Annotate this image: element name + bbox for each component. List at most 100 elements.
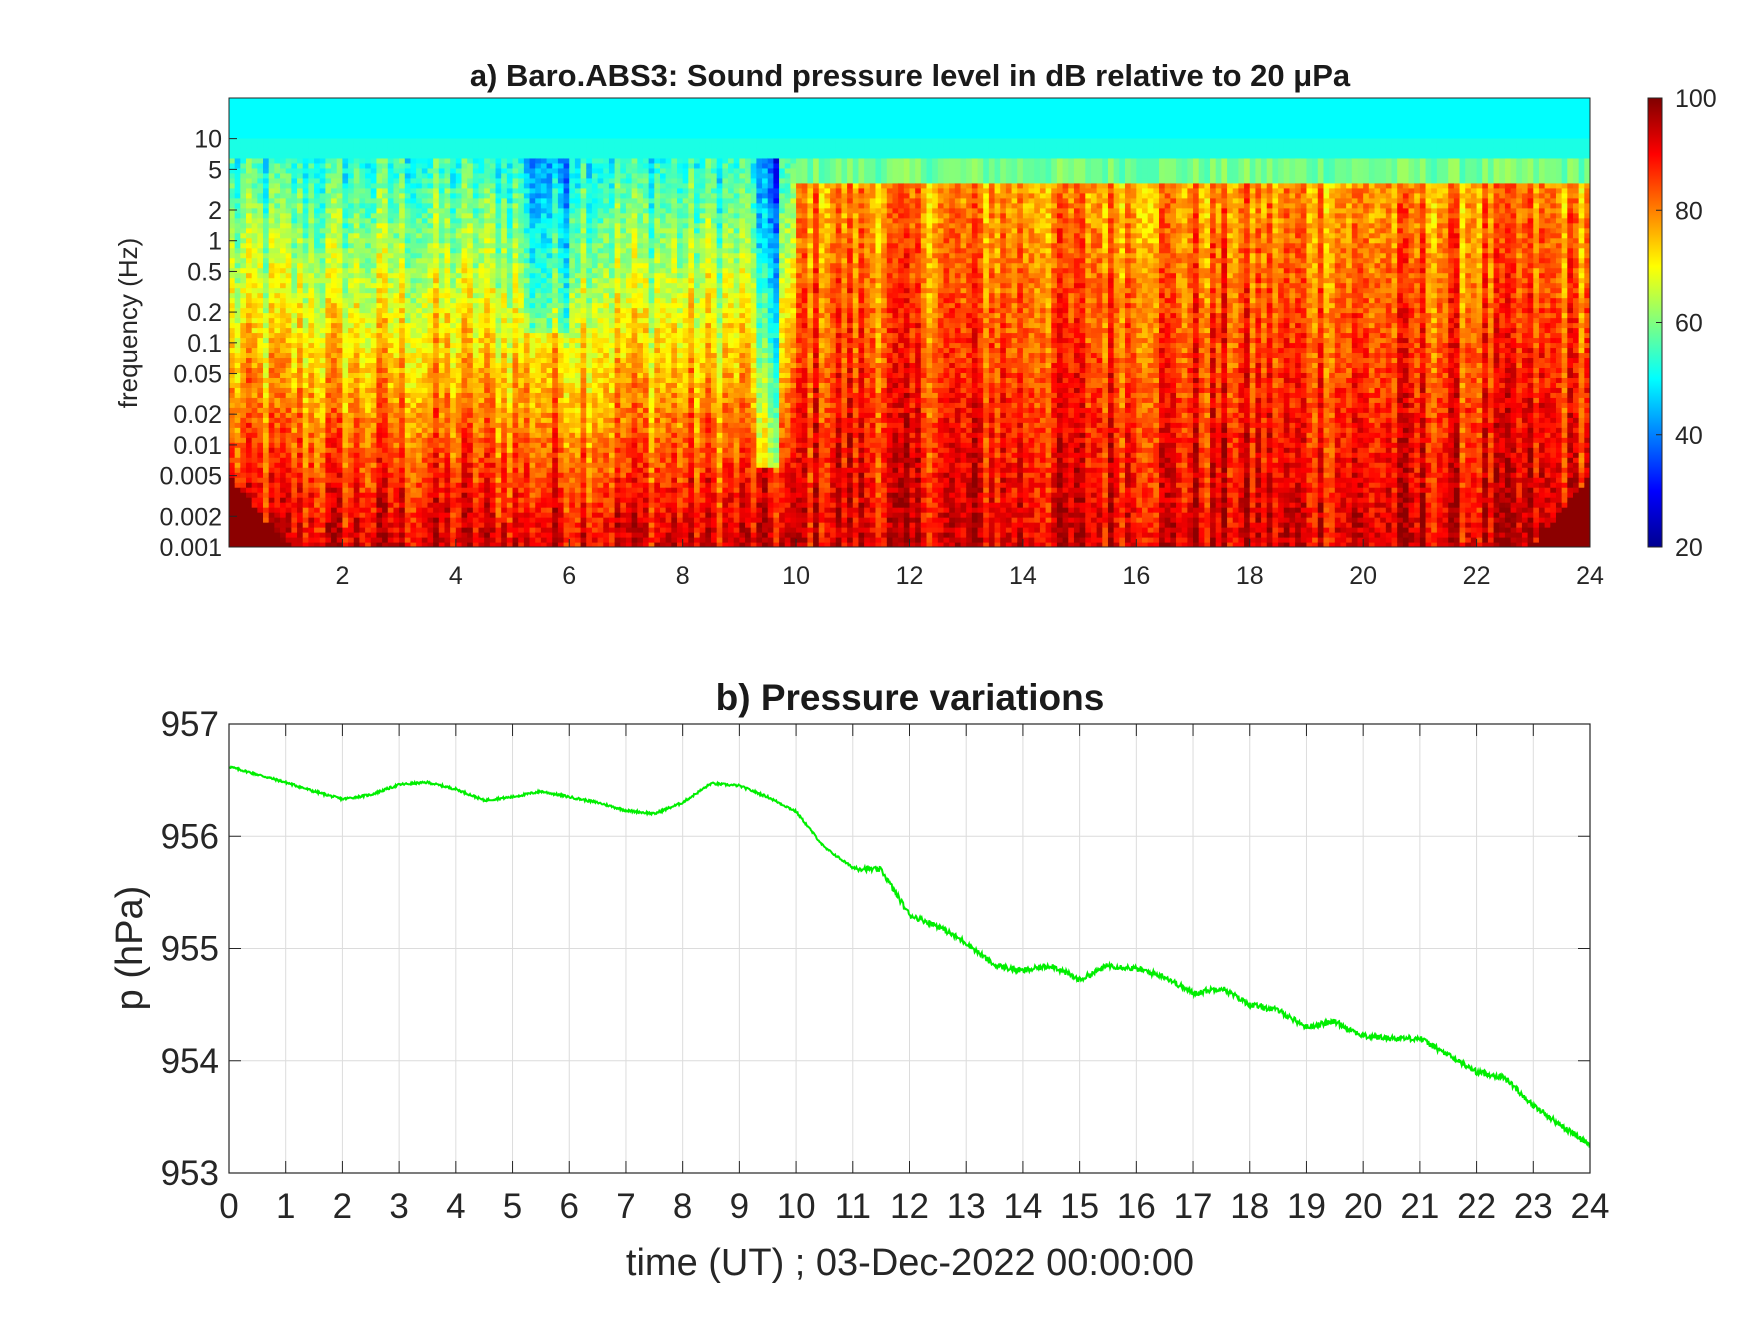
heatmap-cell	[473, 243, 479, 249]
heatmap-cell	[501, 337, 507, 343]
heatmap-cell	[376, 417, 382, 423]
heatmap-cell	[393, 293, 399, 299]
heatmap-cell	[308, 208, 314, 214]
heatmap-cell	[393, 527, 399, 533]
heatmap-cell	[291, 128, 297, 134]
heatmap-cell	[410, 158, 416, 164]
heatmap-cell	[388, 367, 394, 373]
heatmap-cell	[274, 213, 280, 219]
heatmap-cell	[325, 452, 331, 458]
heatmap-cell	[513, 457, 519, 463]
heatmap-cell	[274, 183, 280, 189]
heatmap-cell	[337, 103, 343, 109]
heatmap-cell	[325, 457, 331, 463]
heatmap-cell	[416, 392, 422, 398]
heatmap-cell	[240, 372, 246, 378]
heatmap-cell	[308, 532, 314, 538]
heatmap-cell	[439, 347, 445, 353]
heatmap-cell	[416, 487, 422, 493]
heatmap-cell	[303, 422, 309, 428]
heatmap-cell	[399, 337, 405, 343]
heatmap-cell	[342, 283, 348, 289]
heatmap-cell	[263, 263, 269, 269]
heatmap-cell	[297, 243, 303, 249]
heatmap-cell	[444, 308, 450, 314]
heatmap-cell	[291, 193, 297, 199]
heatmap-cell	[382, 392, 388, 398]
heatmap-cell	[473, 427, 479, 433]
heatmap-cell	[257, 342, 263, 348]
heatmap-cell	[365, 337, 371, 343]
heatmap-cell	[518, 427, 524, 433]
heatmap-cell	[274, 128, 280, 134]
heatmap-cell	[467, 293, 473, 299]
heatmap-cell	[331, 273, 337, 279]
heatmap-cell	[286, 158, 292, 164]
heatmap-cell	[399, 342, 405, 348]
heatmap-cell	[297, 123, 303, 129]
heatmap-cell	[473, 502, 479, 508]
heatmap-cell	[433, 432, 439, 438]
heatmap-cell	[269, 278, 275, 284]
heatmap-cell	[280, 198, 286, 204]
heatmap-cell	[314, 447, 320, 453]
heatmap-cell	[518, 452, 524, 458]
heatmap-cell	[462, 327, 468, 333]
heatmap-cell	[354, 108, 360, 114]
heatmap-cell	[269, 318, 275, 324]
heatmap-cell	[513, 118, 519, 124]
heatmap-cell	[320, 507, 326, 513]
heatmap-cell	[252, 98, 258, 104]
heatmap-cell	[530, 113, 536, 119]
heatmap-cell	[376, 332, 382, 338]
heatmap-cell	[456, 417, 462, 423]
heatmap-cell	[456, 427, 462, 433]
heatmap-cell	[524, 123, 530, 129]
heatmap-cell	[444, 382, 450, 388]
heatmap-cell	[501, 288, 507, 294]
heatmap-cell	[286, 198, 292, 204]
heatmap-cell	[365, 188, 371, 194]
heatmap-cell	[246, 527, 252, 533]
heatmap-cell	[535, 327, 541, 333]
heatmap-cell	[263, 193, 269, 199]
heatmap-cell	[473, 392, 479, 398]
heatmap-cell	[246, 143, 252, 149]
heatmap-cell	[456, 412, 462, 418]
heatmap-cell	[257, 372, 263, 378]
heatmap-cell	[331, 357, 337, 363]
heatmap-cell	[354, 253, 360, 259]
heatmap-cell	[348, 123, 354, 129]
heatmap-cell	[410, 288, 416, 294]
heatmap-cell	[535, 158, 541, 164]
heatmap-cell	[314, 387, 320, 393]
heatmap-cell	[269, 417, 275, 423]
heatmap-cell	[342, 482, 348, 488]
heatmap-cell	[286, 203, 292, 209]
heatmap-cell	[456, 467, 462, 473]
heatmap-cell	[490, 422, 496, 428]
heatmap-cell	[467, 472, 473, 478]
heatmap-cell	[405, 482, 411, 488]
heatmap-cell	[229, 103, 235, 109]
heatmap-cell	[371, 233, 377, 239]
heatmap-cell	[348, 273, 354, 279]
heatmap-cell	[484, 392, 490, 398]
heatmap-cell	[354, 273, 360, 279]
heatmap-cell	[382, 253, 388, 259]
heatmap-cell	[479, 103, 485, 109]
heatmap-cell	[269, 108, 275, 114]
heatmap-cell	[348, 303, 354, 309]
heatmap-cell	[518, 372, 524, 378]
heatmap-cell	[325, 332, 331, 338]
heatmap-cell	[518, 377, 524, 383]
heatmap-cell	[450, 532, 456, 538]
heatmap-cell	[371, 298, 377, 304]
heatmap-cell	[314, 367, 320, 373]
heatmap-cell	[541, 342, 547, 348]
heatmap-cell	[473, 512, 479, 518]
heatmap-cell	[331, 502, 337, 508]
heatmap-cell	[274, 477, 280, 483]
heatmap-cell	[456, 532, 462, 538]
heatmap-cell	[388, 268, 394, 274]
